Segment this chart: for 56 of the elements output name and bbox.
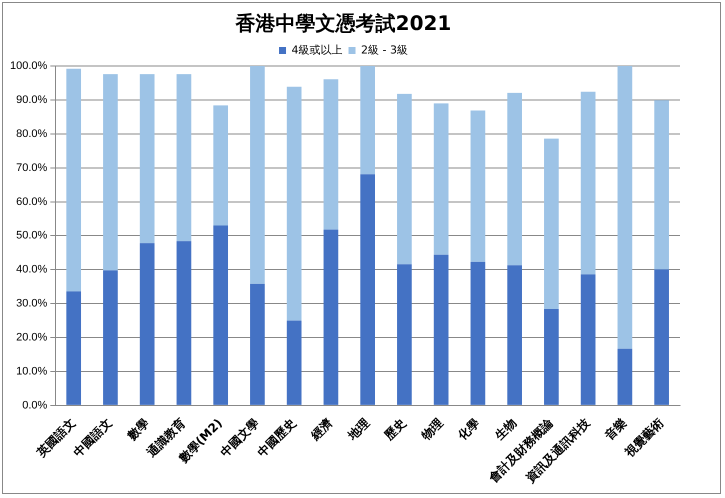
bar xyxy=(66,291,82,405)
bar xyxy=(470,262,486,405)
y-tick-label: 40.0% xyxy=(16,264,48,276)
y-tick-label: 80.0% xyxy=(16,128,48,140)
bar xyxy=(434,103,448,255)
bar xyxy=(140,74,155,244)
y-tick-label: 0.0% xyxy=(22,399,48,412)
y-tick-label: 90.0% xyxy=(16,94,48,106)
bar xyxy=(654,269,669,405)
x-tick-label: 物理 xyxy=(418,416,446,444)
bar xyxy=(213,226,228,405)
bar xyxy=(176,74,192,242)
bar xyxy=(286,320,302,405)
bar xyxy=(507,265,522,405)
bar xyxy=(250,284,265,405)
y-tick-label: 60.0% xyxy=(16,196,48,208)
bar xyxy=(618,348,632,405)
legend-label: 4級或以上 xyxy=(292,43,343,56)
bar xyxy=(397,264,412,405)
x-tick-label: 歷史 xyxy=(381,416,409,444)
bar xyxy=(360,66,376,174)
bar xyxy=(434,254,448,405)
bar xyxy=(176,241,192,405)
y-tick-label: 50.0% xyxy=(16,230,48,242)
bar xyxy=(618,66,632,349)
bar xyxy=(66,68,82,292)
bar xyxy=(544,138,559,310)
legend-label: 2級 - 3級 xyxy=(361,43,408,56)
x-tick-label: 化學 xyxy=(454,416,482,444)
x-tick-label: 音樂 xyxy=(602,416,630,444)
y-tick-label: 100.0% xyxy=(10,60,48,72)
chart-title: 香港中學文憑考試2021 xyxy=(234,11,452,36)
x-tick-label: 數學 xyxy=(124,416,152,444)
y-tick-label: 10.0% xyxy=(16,366,48,378)
x-tick-label: 經濟 xyxy=(308,415,336,444)
y-tick-label: 70.0% xyxy=(16,162,48,174)
bar xyxy=(507,92,522,266)
bar xyxy=(250,66,265,284)
x-tick-label: 地理 xyxy=(344,416,372,444)
bar xyxy=(286,86,302,321)
bar xyxy=(324,79,338,230)
bar xyxy=(103,74,118,270)
bar xyxy=(324,230,338,405)
bar xyxy=(580,274,596,405)
bar xyxy=(397,94,412,264)
bar xyxy=(580,92,596,274)
bar xyxy=(360,174,376,405)
x-tick-label: 生物 xyxy=(491,416,519,444)
y-tick-label: 30.0% xyxy=(16,298,48,310)
bar xyxy=(213,105,228,226)
bar xyxy=(544,309,559,405)
bar xyxy=(140,243,155,405)
bar xyxy=(470,110,486,262)
bar xyxy=(654,100,669,270)
bar xyxy=(103,270,118,405)
y-tick-label: 20.0% xyxy=(16,332,48,344)
